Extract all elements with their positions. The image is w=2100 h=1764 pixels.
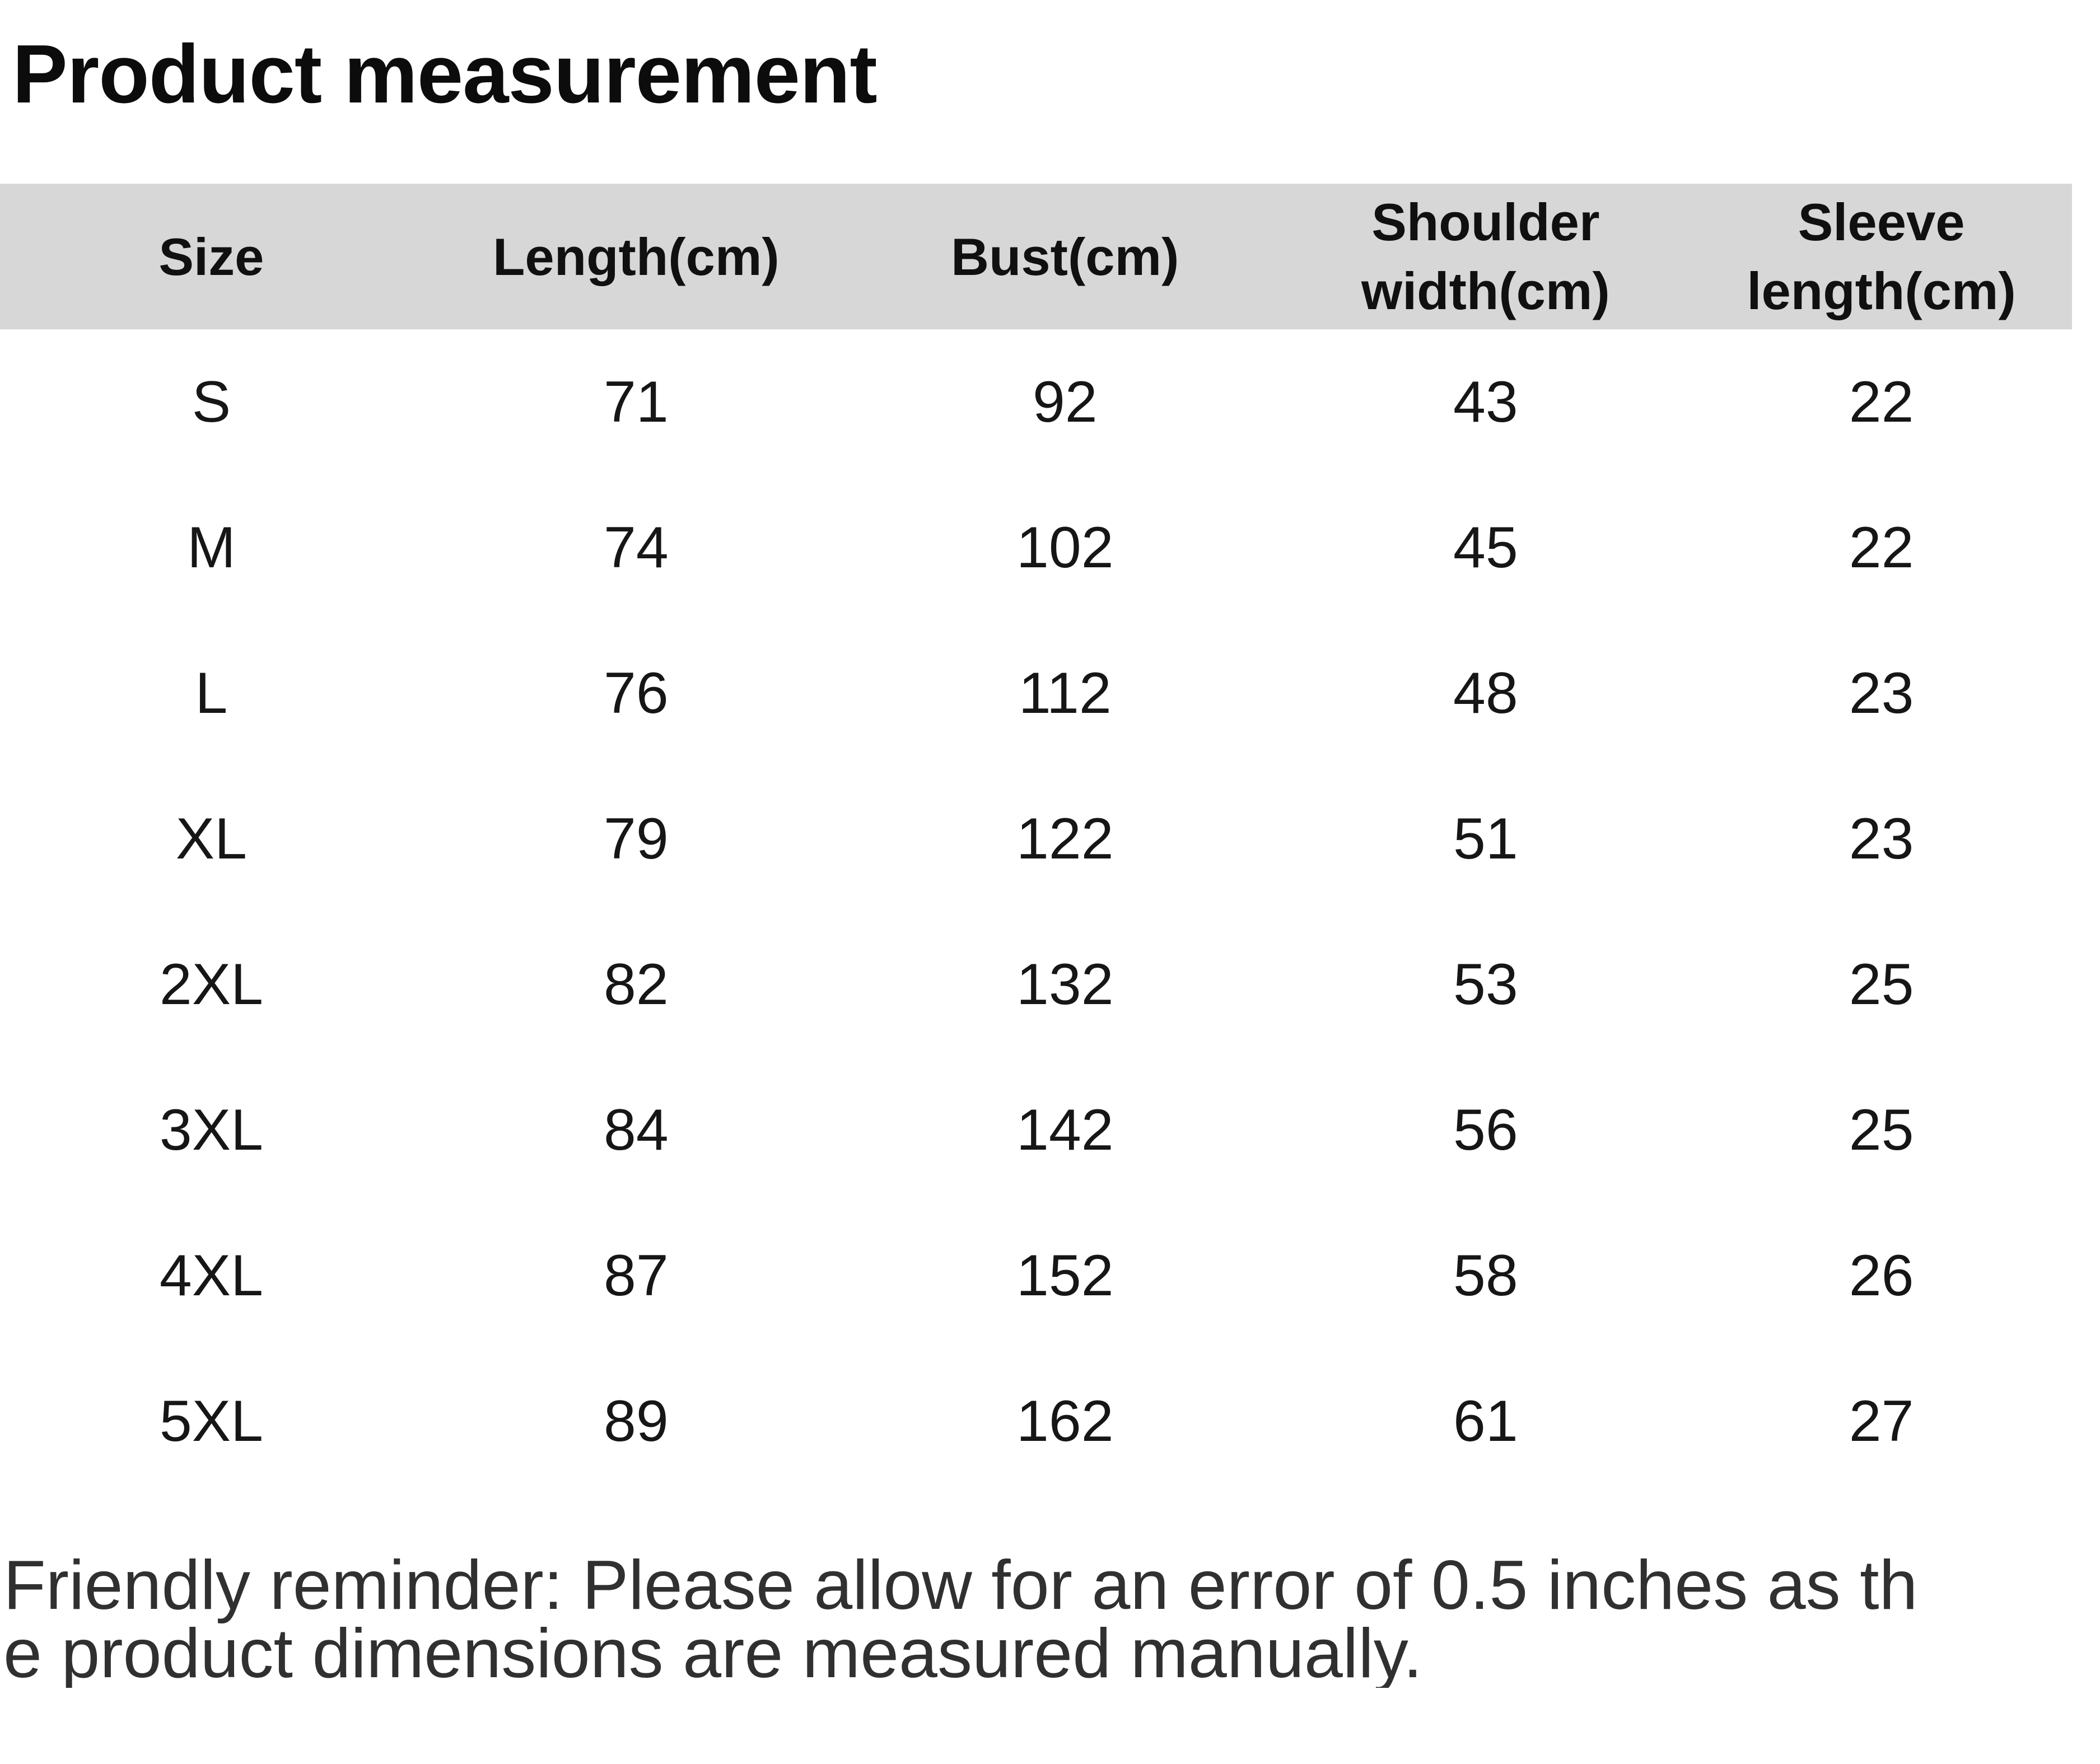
value-cell: 92 bbox=[1032, 369, 1098, 435]
value-cell: 23 bbox=[1849, 660, 1914, 726]
value-cell: 74 bbox=[604, 515, 669, 580]
value-cell: 162 bbox=[1016, 1388, 1114, 1454]
table-body: S 71 92 43 22 M 74 102 45 22 L 76 112 48 23 XL 79 122 51 23… bbox=[0, 329, 2072, 1494]
value-cell: 23 bbox=[1849, 806, 1914, 871]
value-cell: 58 bbox=[1453, 1243, 1518, 1308]
value-cell: 51 bbox=[1453, 806, 1518, 871]
table-row: 2XL 82 132 53 25 bbox=[0, 912, 2072, 1057]
table-row: S 71 92 43 22 bbox=[0, 329, 2072, 475]
size-cell: 5XL bbox=[159, 1388, 263, 1454]
value-cell: 79 bbox=[604, 806, 669, 871]
value-cell: 27 bbox=[1849, 1388, 1914, 1454]
table-row: L 76 112 48 23 bbox=[0, 620, 2072, 766]
column-header: Shoulder width(cm) bbox=[1280, 184, 1691, 330]
value-cell: 56 bbox=[1453, 1097, 1518, 1163]
value-cell: 82 bbox=[604, 951, 669, 1017]
table-row: 4XL 87 152 58 26 bbox=[0, 1203, 2072, 1348]
value-cell: 26 bbox=[1849, 1243, 1914, 1308]
size-cell: 3XL bbox=[159, 1097, 263, 1163]
value-cell: 132 bbox=[1016, 951, 1114, 1017]
value-cell: 22 bbox=[1849, 515, 1914, 580]
size-cell: 2XL bbox=[159, 951, 263, 1017]
value-cell: 22 bbox=[1849, 369, 1914, 435]
size-cell: M bbox=[187, 515, 236, 580]
value-cell: 71 bbox=[604, 369, 669, 435]
value-cell: 89 bbox=[604, 1388, 669, 1454]
header-row: Size Length(cm) Bust(cm) Shoulder width(cm)… bbox=[0, 184, 2072, 330]
value-cell: 87 bbox=[604, 1243, 669, 1308]
reminder-line-2: e product dimensions are measured manual… bbox=[3, 1615, 1423, 1688]
column-header: Bust(cm) bbox=[849, 184, 1281, 330]
size-cell: S bbox=[192, 369, 231, 435]
value-cell: 142 bbox=[1016, 1097, 1114, 1163]
value-cell: 45 bbox=[1453, 515, 1518, 580]
measurement-table: Size Length(cm) Bust(cm) Shoulder width(cm)… bbox=[0, 184, 2072, 1494]
table-row: 3XL 84 142 56 25 bbox=[0, 1057, 2072, 1203]
table-row: 5XL 89 162 61 27 bbox=[0, 1348, 2072, 1494]
size-cell: L bbox=[195, 660, 228, 726]
table-header: Size Length(cm) Bust(cm) Shoulder width(cm)… bbox=[0, 184, 2072, 330]
page-title: Product measurement bbox=[12, 28, 878, 120]
value-cell: 43 bbox=[1453, 369, 1518, 435]
value-cell: 112 bbox=[1018, 660, 1112, 726]
column-header: Sleeve length(cm) bbox=[1691, 184, 2072, 330]
reminder-note: Friendly reminder: Please allow for an e… bbox=[3, 1551, 2100, 1688]
value-cell: 53 bbox=[1453, 951, 1518, 1017]
value-cell: 84 bbox=[604, 1097, 669, 1163]
value-cell: 76 bbox=[604, 660, 669, 726]
size-chart-page: Product measurement Size Length(cm) Bust(c… bbox=[0, 28, 2100, 1688]
table-row: M 74 102 45 22 bbox=[0, 475, 2072, 620]
reminder-line-1: Friendly reminder: Please allow for an e… bbox=[3, 1551, 1918, 1625]
value-cell: 152 bbox=[1016, 1243, 1114, 1308]
value-cell: 122 bbox=[1016, 806, 1114, 871]
size-cell: 4XL bbox=[159, 1243, 263, 1308]
value-cell: 102 bbox=[1016, 515, 1114, 580]
column-header: Size bbox=[0, 184, 423, 330]
value-cell: 61 bbox=[1453, 1388, 1518, 1454]
value-cell: 25 bbox=[1849, 951, 1914, 1017]
value-cell: 25 bbox=[1849, 1097, 1914, 1163]
column-header: Length(cm) bbox=[422, 184, 850, 330]
size-cell: XL bbox=[175, 806, 247, 871]
table-row: XL 79 122 51 23 bbox=[0, 766, 2072, 912]
value-cell: 48 bbox=[1453, 660, 1518, 726]
